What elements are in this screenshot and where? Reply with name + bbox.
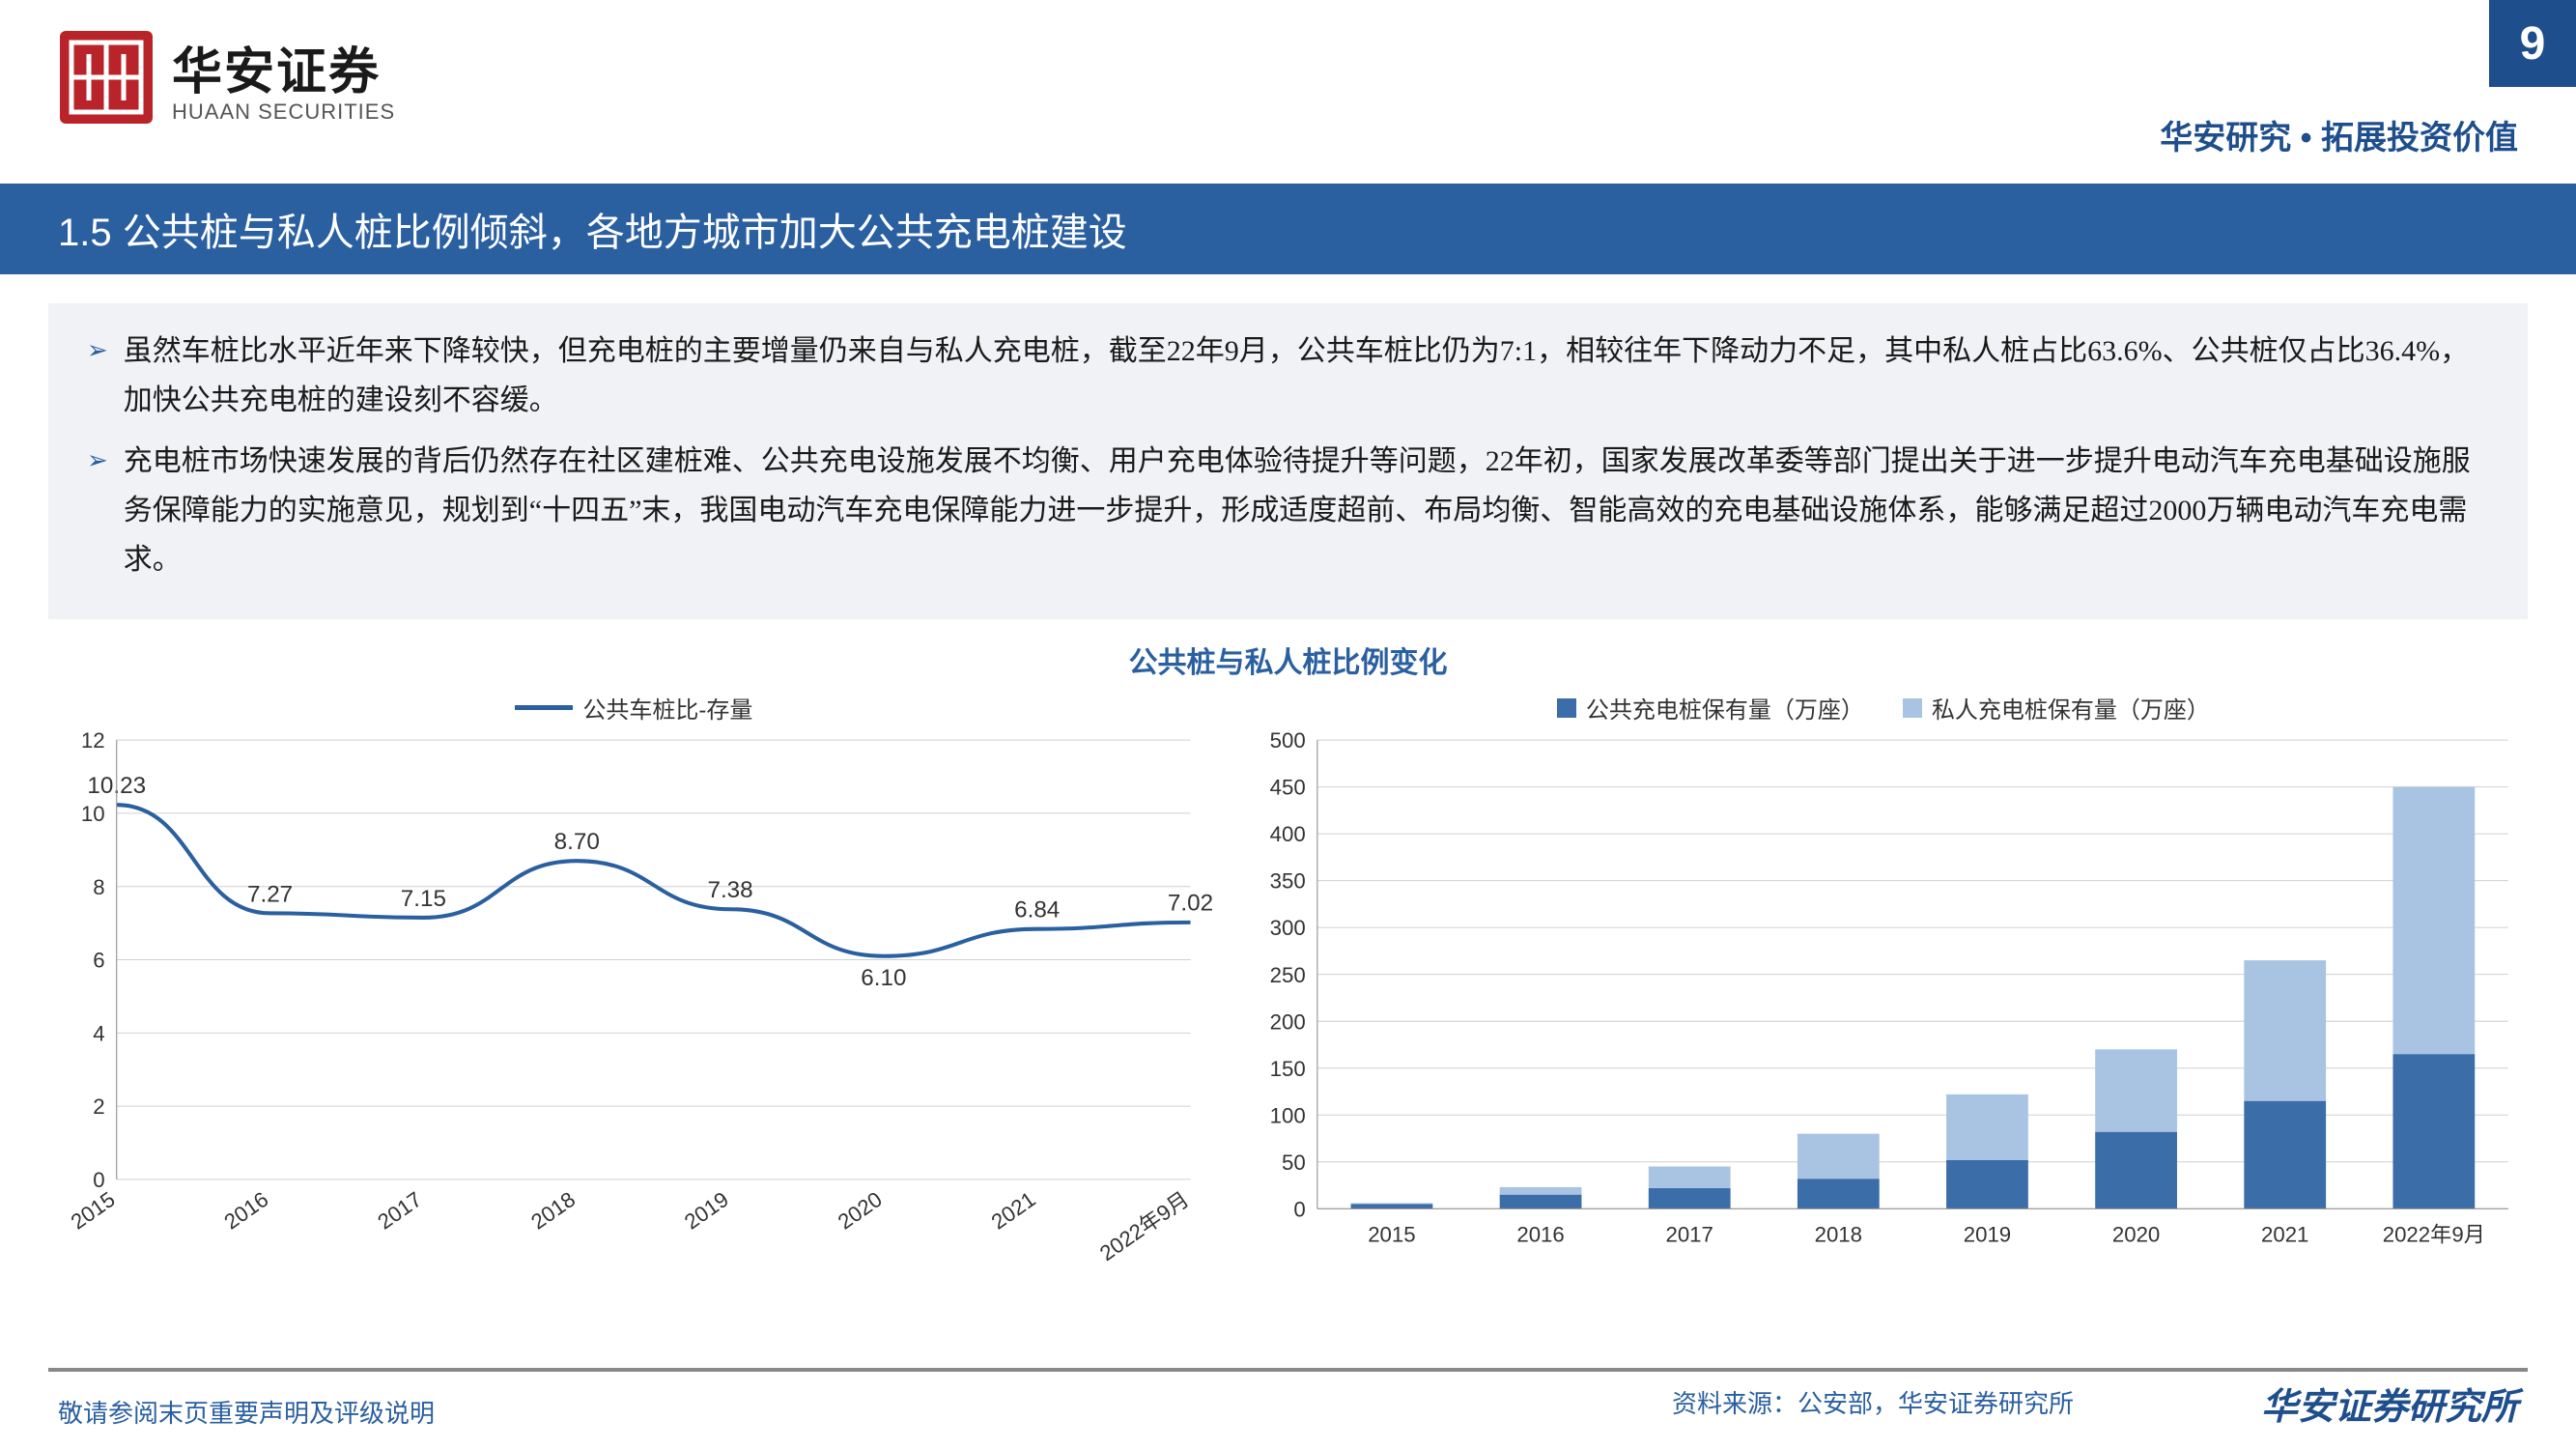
svg-text:350: 350 <box>1270 869 1306 894</box>
svg-text:2021: 2021 <box>2261 1223 2308 1247</box>
svg-text:6.10: 6.10 <box>861 965 906 991</box>
svg-text:200: 200 <box>1270 1009 1306 1034</box>
svg-text:2022年9月: 2022年9月 <box>1095 1187 1193 1265</box>
svg-text:8.70: 8.70 <box>554 829 600 855</box>
svg-text:500: 500 <box>1270 730 1306 753</box>
svg-text:2020: 2020 <box>2112 1223 2160 1247</box>
section-title: 1.5 公共桩与私人桩比例倾斜，各地方城市加大公共充电桩建设 <box>0 184 2576 274</box>
page-number: 9 <box>2489 0 2576 87</box>
svg-text:2015: 2015 <box>67 1187 120 1235</box>
svg-text:2022年9月: 2022年9月 <box>2383 1223 2485 1247</box>
bullet-marker-icon: ➢ <box>87 327 108 425</box>
legend-item-private: 私人充电桩保有量（万座） <box>1903 691 2210 724</box>
legend-item-public: 公共充电桩保有量（万座） <box>1557 691 1864 724</box>
bar-chart-legend: 公共充电桩保有量（万座） 私人充电桩保有量（万座） <box>1239 691 2528 724</box>
bullet-1: ➢ 虽然车桩比水平近年来下降较快，但充电桩的主要增量仍来自与私人充电桩，截至22… <box>87 327 2489 425</box>
source: 资料来源：公安部，华安证券研究所 <box>1672 1384 2074 1420</box>
svg-text:450: 450 <box>1270 776 1306 800</box>
footer: 敬请参阅末页重要声明及评级说明 华安证券研究所 <box>0 1377 2576 1430</box>
legend-item-line: 公共车桩比-存量 <box>515 691 752 724</box>
svg-text:2018: 2018 <box>1814 1223 1861 1247</box>
bar-chart-svg: 0 50 100 150 200 250 300 350 400 450 500 2015 2016 20… <box>1239 730 2528 1277</box>
svg-text:2017: 2017 <box>373 1187 426 1235</box>
institute: 华安证券研究所 <box>2261 1377 2518 1430</box>
legend-line-label: 公共车桩比-存量 <box>582 691 752 724</box>
bar-chart: 公共充电桩保有量（万座） 私人充电桩保有量（万座） 0 50 100 150 200 25… <box>1239 691 2528 1277</box>
svg-text:300: 300 <box>1270 916 1306 940</box>
svg-text:6: 6 <box>93 949 104 973</box>
svg-text:4: 4 <box>93 1021 104 1045</box>
legend-private-swatch <box>1903 698 1922 718</box>
svg-text:150: 150 <box>1270 1057 1306 1081</box>
svg-text:8: 8 <box>93 875 104 899</box>
legend-private-label: 私人充电桩保有量（万座） <box>1932 691 2210 724</box>
logo-block: 华安证券 HUAAN SECURITIES <box>58 29 395 126</box>
svg-text:2020: 2020 <box>834 1187 887 1235</box>
line-chart-svg: 02468101210.237.277.158.707.386.106.847.… <box>48 730 1220 1277</box>
svg-text:7.02: 7.02 <box>1168 891 1213 917</box>
huaan-logo-icon <box>58 29 155 126</box>
svg-text:0: 0 <box>1293 1197 1305 1221</box>
svg-text:7.27: 7.27 <box>247 881 293 907</box>
line-chart: 公共车桩比-存量 02468101210.237.277.158.707.386… <box>48 691 1220 1277</box>
svg-text:2016: 2016 <box>220 1187 273 1235</box>
svg-text:2017: 2017 <box>1665 1223 1713 1247</box>
charts-row: 公共车桩比-存量 02468101210.237.277.158.707.386… <box>0 691 2576 1277</box>
svg-text:2018: 2018 <box>526 1187 580 1235</box>
legend-public-label: 公共充电桩保有量（万座） <box>1586 691 1864 724</box>
logo-en: HUAAN SECURITIES <box>172 99 395 125</box>
svg-text:2016: 2016 <box>1516 1223 1564 1247</box>
svg-text:2019: 2019 <box>1964 1223 2011 1247</box>
svg-text:250: 250 <box>1270 963 1306 987</box>
svg-text:7.15: 7.15 <box>401 886 446 912</box>
body-bullets: ➢ 虽然车桩比水平近年来下降较快，但充电桩的主要增量仍来自与私人充电桩，截至22… <box>48 303 2528 619</box>
bullet-1-text: 虽然车桩比水平近年来下降较快，但充电桩的主要增量仍来自与私人充电桩，截至22年9… <box>124 327 2489 425</box>
line-chart-legend: 公共车桩比-存量 <box>48 691 1220 724</box>
svg-text:12: 12 <box>81 730 105 753</box>
svg-text:2015: 2015 <box>1368 1223 1415 1247</box>
charts-title: 公共桩与私人桩比例变化 <box>0 639 2576 681</box>
header: 华安证券 HUAAN SECURITIES 9 华安研究 • 拓展投资价值 <box>0 0 2576 135</box>
logo-text: 华安证券 HUAAN SECURITIES <box>172 31 395 125</box>
logo-cn: 华安证券 <box>172 31 395 103</box>
svg-text:10: 10 <box>81 802 105 826</box>
svg-text:2019: 2019 <box>680 1187 733 1235</box>
bullet-marker-icon: ➢ <box>87 437 108 584</box>
svg-text:2021: 2021 <box>987 1187 1040 1235</box>
tagline: 华安研究 • 拓展投资价值 <box>2160 111 2518 158</box>
svg-text:100: 100 <box>1270 1103 1306 1127</box>
svg-text:50: 50 <box>1282 1151 1306 1175</box>
svg-text:2: 2 <box>93 1094 104 1119</box>
footer-divider <box>48 1368 2528 1372</box>
legend-line-swatch <box>515 705 573 710</box>
disclaimer: 敬请参阅末页重要声明及评级说明 <box>58 1394 435 1430</box>
svg-text:7.38: 7.38 <box>707 877 752 903</box>
bullet-2-text: 充电桩市场快速发展的背后仍然存在社区建桩难、公共充电设施发展不均衡、用户充电体验… <box>124 437 2489 584</box>
bullet-2: ➢ 充电桩市场快速发展的背后仍然存在社区建桩难、公共充电设施发展不均衡、用户充电… <box>87 437 2489 584</box>
svg-text:6.84: 6.84 <box>1014 897 1060 923</box>
legend-public-swatch <box>1557 698 1576 718</box>
svg-text:400: 400 <box>1270 822 1306 846</box>
